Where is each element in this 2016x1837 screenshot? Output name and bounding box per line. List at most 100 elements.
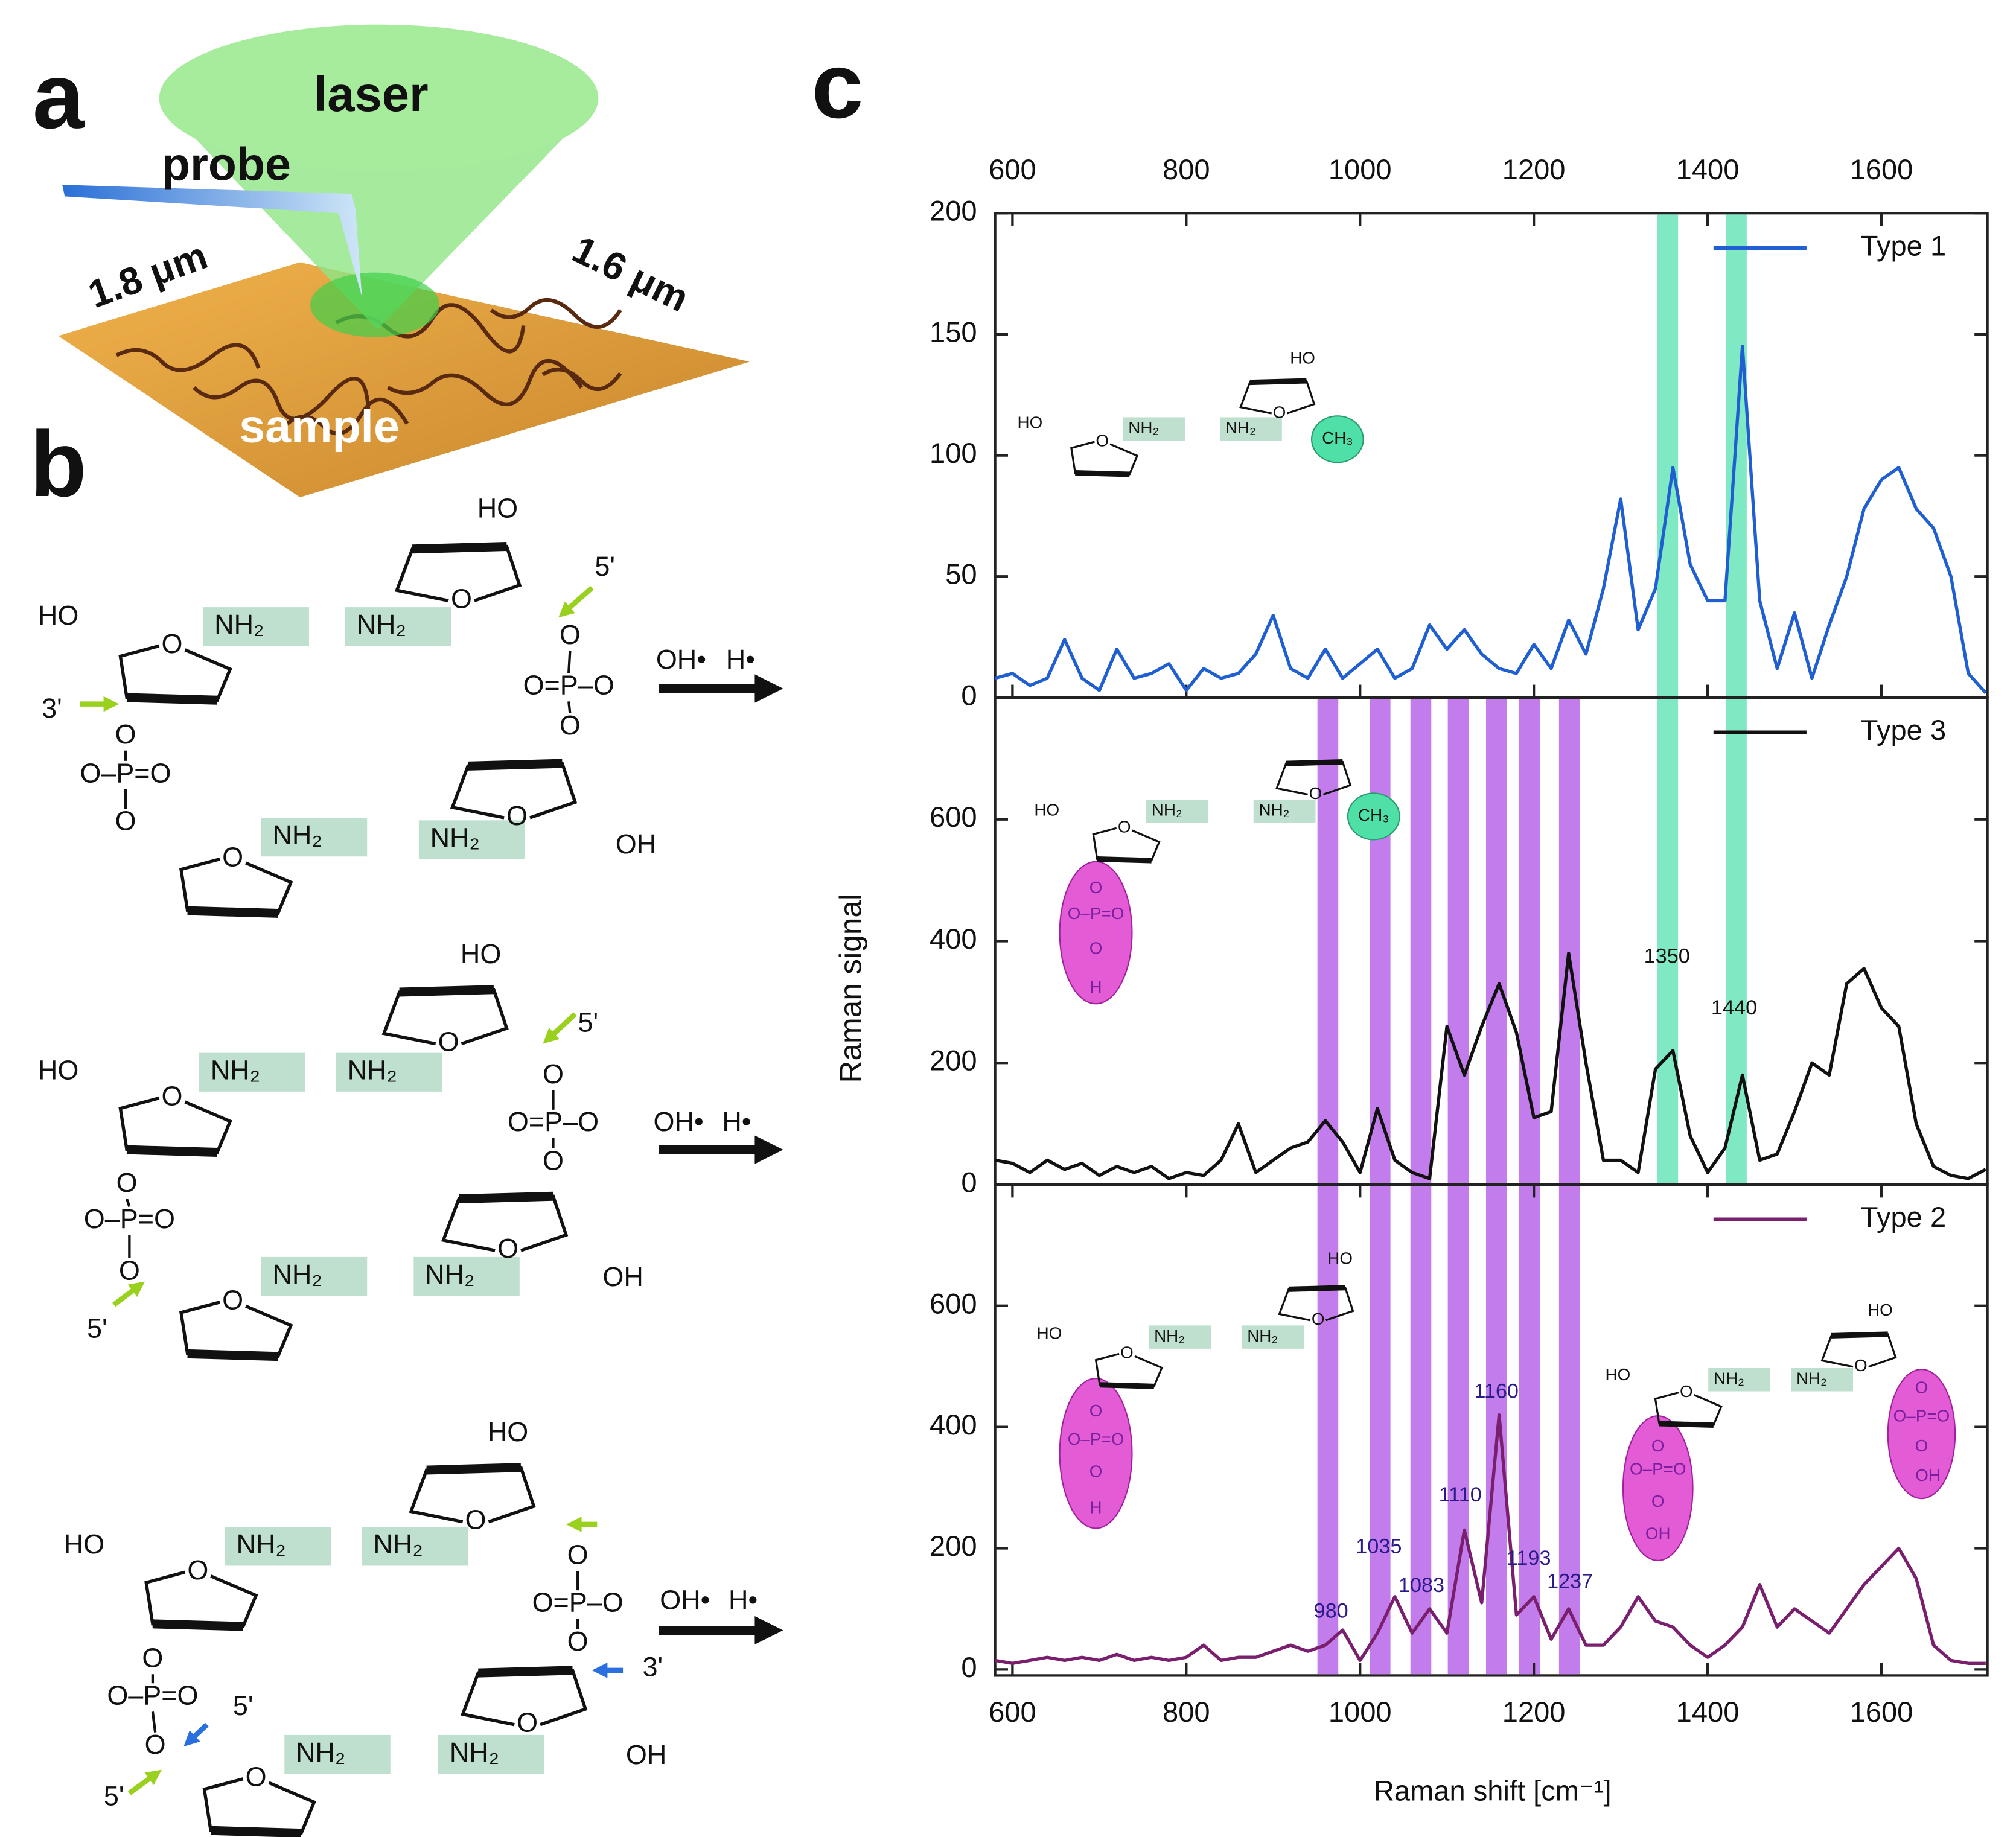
x-tick-label: 1000 [1329, 153, 1392, 185]
atom-label: HO [477, 492, 518, 523]
phosphate-highlight [1887, 1369, 1956, 1500]
atom-label: O=P–O [523, 670, 614, 701]
atom-label: O [187, 1555, 208, 1585]
atom-label: O [560, 710, 581, 740]
panel-a-label: sample [239, 401, 400, 453]
atom-label: O [497, 1233, 518, 1264]
atom-label: O [222, 1285, 243, 1316]
base-pair-box [438, 1734, 544, 1774]
bond [151, 1711, 157, 1733]
inset-atom-label: CH₃ [1358, 806, 1389, 824]
inset-atom-label: NH₂ [1128, 418, 1159, 437]
arrow-head [127, 1281, 145, 1297]
arrow-shaft [112, 1287, 137, 1307]
y-tick-label: 600 [930, 1287, 977, 1319]
arrow-head [566, 1517, 582, 1532]
inset-atom-label: O [1273, 403, 1286, 421]
arrow-head [592, 1663, 608, 1678]
spectrum-line [995, 951, 1987, 1180]
highlight-band [1410, 1186, 1432, 1675]
inset-atom-label: HO [1327, 1249, 1353, 1267]
atom-label: NH₂ [348, 1055, 397, 1086]
inset-atom-label: O [1118, 817, 1131, 836]
y-tick-label: 400 [930, 1409, 977, 1441]
ring-bold-edge [211, 1826, 302, 1837]
inset-atom-label: O [1309, 784, 1322, 803]
x-axis-label: Raman shift [cm⁻¹] [1374, 1775, 1612, 1807]
laser-spot [310, 272, 440, 337]
ring-bold-edge [1249, 378, 1307, 386]
base-pair-box [362, 1527, 468, 1566]
inset-atom-label: HO [1018, 413, 1043, 431]
ring-bold-edge [459, 1191, 553, 1204]
atom-label: O [560, 619, 581, 650]
x-tick-label: 1200 [1502, 153, 1566, 185]
atom-label: O [567, 1539, 589, 1570]
panel-a-art [58, 24, 750, 498]
panel-a-label: 1.6 μm [566, 228, 695, 320]
ring-bold-edge [478, 1666, 573, 1678]
x-tick-label: 600 [989, 153, 1036, 185]
base-pair-box [1123, 417, 1185, 441]
atom-label: 5' [578, 1007, 599, 1037]
atom-label: O–P=O [107, 1680, 198, 1711]
ring-bold-edge [468, 759, 563, 771]
highlight-band [1657, 699, 1679, 1183]
atom-label: O [543, 1059, 564, 1089]
arrow-head [754, 1135, 783, 1164]
atom-label: O [119, 1255, 140, 1285]
atom-label: HO [64, 1529, 104, 1559]
ring-bold-edge [1288, 1285, 1345, 1292]
highlight-band [1485, 699, 1507, 1183]
inset-atom-label: OH [1915, 1466, 1941, 1485]
highlight-band [1370, 1186, 1391, 1675]
atom-label: HO [461, 938, 501, 969]
inset-atom-label: O–P=O [1893, 1407, 1950, 1425]
highlight-band [1519, 1186, 1540, 1675]
atom-label: O [145, 1729, 166, 1760]
ring-bold-edge [412, 542, 507, 554]
ring-bold-edge [399, 985, 494, 997]
base-pair-box [1149, 1325, 1211, 1349]
base-pair-box [345, 607, 451, 646]
inset-atom-label: O–P=O [1068, 904, 1124, 923]
atom-label: 5' [595, 551, 615, 582]
bond [567, 701, 572, 713]
inset-atom-label: NH₂ [1225, 418, 1256, 437]
y-tick-label: 0 [961, 1651, 977, 1683]
inset-atom-label: NH₂ [1154, 1326, 1185, 1345]
legend-label: Type 1 [1861, 229, 1946, 261]
atom-label: O [115, 805, 136, 836]
x-tick-label: 1400 [1676, 153, 1740, 185]
highlight-band [1447, 1186, 1469, 1675]
atom-label: 3' [42, 693, 62, 724]
peak-label: 1350 [1644, 944, 1690, 967]
atom-label: OH• [654, 1106, 704, 1137]
atom-label: NH₂ [211, 1055, 260, 1086]
y-tick-label: 400 [930, 923, 977, 955]
atom-label: 5' [104, 1781, 124, 1812]
peak-label: 980 [1314, 1600, 1348, 1623]
atom-label: 5' [233, 1690, 254, 1721]
atom-label: 5' [87, 1313, 107, 1344]
x-tick-label: 600 [989, 1696, 1036, 1728]
panel-label: b [30, 412, 87, 516]
panel-label: a [33, 43, 85, 148]
inset-atom-label: O [1089, 878, 1103, 897]
inset-atom-label: HO [1868, 1301, 1893, 1319]
arrow-shaft [191, 1722, 209, 1740]
base-pair-box [203, 607, 309, 646]
inset-atom-label: HO [1606, 1365, 1631, 1384]
spectrum-line [994, 345, 1987, 694]
ring-bold-edge [1075, 470, 1130, 477]
ring-bold-edge [1659, 1421, 1714, 1428]
y-axis-label: Raman signal [833, 894, 868, 1083]
inset-atom-label: NH₂ [1258, 801, 1289, 820]
x-tick-label: 1200 [1502, 1696, 1566, 1728]
atom-label: O=P–O [532, 1587, 624, 1618]
atom-label: 3' [643, 1652, 663, 1683]
inset-atom-label: O [1651, 1492, 1665, 1511]
inset-atom-label: H [1090, 978, 1102, 996]
highlight-band [1657, 214, 1679, 696]
peak-label: 1237 [1547, 1570, 1593, 1593]
